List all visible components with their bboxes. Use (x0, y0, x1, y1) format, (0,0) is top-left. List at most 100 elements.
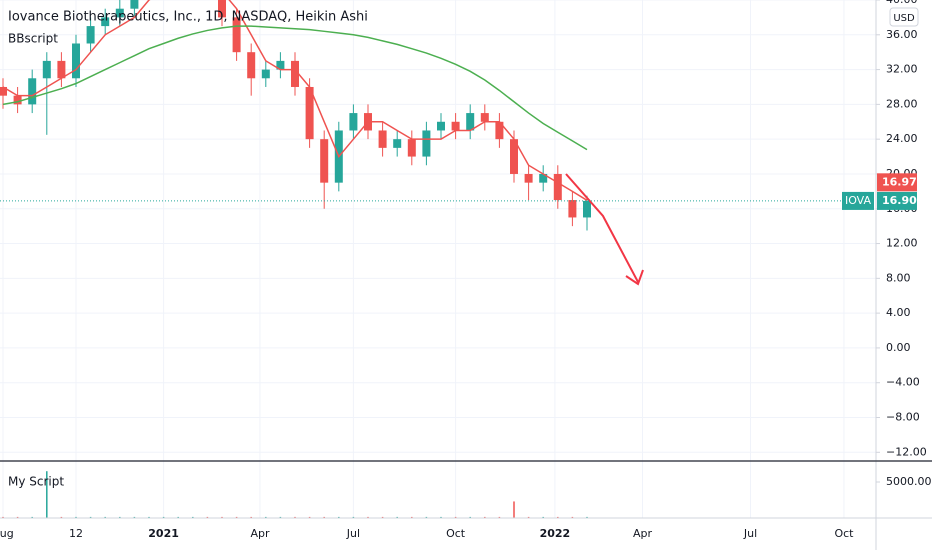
arrow (565, 173, 639, 283)
y-tick-label: 12.00 (886, 237, 918, 250)
candle-body (101, 17, 110, 27)
x-tick-label: Apr (250, 527, 270, 540)
candle-body (539, 173, 548, 183)
candle-body (218, 0, 226, 18)
x-tick-label: Jul (743, 527, 757, 540)
x-tick-label: Oct (834, 527, 854, 540)
volume-bar (352, 516, 355, 518)
candle-body (480, 113, 489, 122)
x-tick-label: Oct (446, 527, 466, 540)
x-tick-label: 2021 (148, 527, 179, 540)
price-box (877, 191, 917, 210)
volume-bar (192, 516, 194, 518)
volume-bar (542, 516, 544, 518)
x-tick-label: Aug (0, 527, 14, 540)
candle-body (466, 113, 475, 131)
candle-body (510, 139, 518, 174)
volume-bar (148, 516, 150, 518)
candle-body (553, 173, 562, 201)
candle-body (115, 8, 124, 18)
indicator-label: BBscript (8, 32, 58, 46)
ma-line (2, 0, 588, 201)
candle-body (524, 173, 533, 183)
x-tick-label: Jul (346, 527, 360, 540)
volume-bar (527, 516, 530, 518)
volume-bar (60, 516, 63, 518)
volume-bar (367, 516, 369, 518)
volume-bar (381, 516, 384, 518)
volume-bar (425, 516, 428, 518)
currency[interactable]: USD (893, 13, 915, 24)
candle-body (305, 86, 314, 140)
y-tick-label: 8.00 (886, 271, 911, 284)
currency-box[interactable] (889, 7, 919, 27)
volume-bar (454, 516, 457, 518)
candle-body (247, 52, 256, 79)
candle-body (451, 121, 460, 131)
volume-bar (16, 516, 19, 518)
volume-bar (177, 516, 179, 518)
volume-bar (323, 516, 325, 518)
volume-bar (571, 516, 574, 518)
volume-bar (75, 516, 77, 518)
y-tick-label: 24.00 (886, 132, 918, 145)
candle-body (0, 86, 7, 96)
ma-price-label: 16.97 (882, 175, 917, 188)
y-tick-label: −4.00 (886, 376, 920, 389)
volume-bar (411, 516, 413, 518)
arrow-head (625, 269, 644, 286)
x-tick-label: 12 (69, 527, 83, 540)
volume-bar (221, 516, 223, 518)
volume-bar (265, 516, 267, 518)
volume-bar (513, 501, 515, 518)
y-tick-label: −12.00 (886, 445, 927, 458)
volume-bar (104, 516, 106, 518)
volume-bar (31, 516, 33, 518)
y-tick-label: 4.00 (886, 306, 911, 319)
volume-bar (235, 516, 238, 518)
candle-body (349, 113, 358, 131)
y-tick-label: −8.00 (886, 411, 920, 424)
volume-bar (119, 516, 121, 518)
y-tick-label: 5000.00 (886, 475, 932, 488)
symbol-box (842, 191, 874, 210)
y-tick-label: 0.00 (886, 341, 911, 354)
pane-title: My Script (8, 475, 64, 489)
symbol-label: IOVA (845, 194, 872, 207)
volume-bar (440, 516, 442, 518)
y-tick-label: 36.00 (886, 28, 918, 41)
candle-body (407, 139, 416, 157)
volume-bar (89, 516, 92, 518)
volume-bar (250, 516, 252, 518)
grid (0, 0, 876, 518)
volume-bar (586, 516, 588, 518)
candle-body (57, 60, 66, 79)
candle-body (276, 60, 285, 70)
candle-body (583, 200, 591, 218)
volume-bar (294, 516, 296, 518)
volume-bar (498, 516, 501, 518)
candle-body (28, 78, 37, 105)
volume-bar (469, 516, 471, 518)
volume-bar (279, 516, 282, 518)
chart-title: Iovance Biotherapeutics, Inc., 1D, NASDA… (8, 10, 368, 25)
volume-bar (162, 516, 165, 518)
candle-body (261, 69, 270, 79)
candle-body (393, 139, 402, 148)
candle-body (42, 60, 51, 79)
candle-body (320, 139, 329, 183)
ma-line (2, 25, 588, 151)
volume-bar (484, 516, 486, 518)
volume-bar (338, 516, 340, 518)
plot (0, 0, 591, 518)
candle-body (422, 130, 431, 157)
candle-body (291, 60, 299, 87)
x-tick-label: Apr (633, 527, 653, 540)
candle-body (72, 43, 80, 79)
ma-price-box (877, 173, 917, 192)
volume-bar (46, 471, 48, 518)
candle-body (495, 121, 504, 140)
candle-body (13, 95, 22, 105)
